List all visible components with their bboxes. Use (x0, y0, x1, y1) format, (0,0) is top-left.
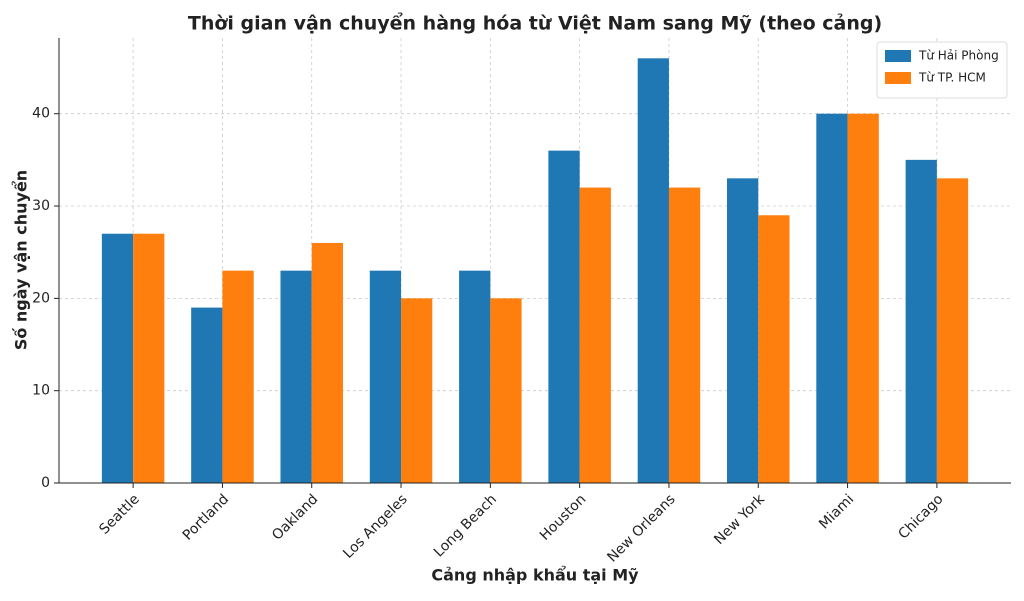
x-tick-label: Chicago (895, 491, 946, 542)
bar (490, 298, 522, 483)
chart-title: Thời gian vận chuyển hàng hóa từ Việt Na… (188, 12, 882, 35)
x-tick-label: Miami (816, 491, 857, 532)
y-tick-label: 20 (32, 290, 50, 306)
bar (222, 270, 254, 483)
bars (101, 58, 969, 484)
y-tick-label: 40 (32, 106, 50, 122)
bar (311, 242, 343, 483)
bar (369, 270, 402, 483)
x-tick-label: Portland (180, 491, 232, 543)
x-tick-label: Seattle (96, 491, 142, 537)
legend-swatch (885, 72, 911, 84)
y-axis-label: Số ngày vận chuyển (12, 170, 31, 350)
bar (191, 307, 223, 483)
x-tick-label: New York (711, 491, 768, 548)
bar (133, 233, 165, 483)
bar (101, 233, 134, 483)
x-tick-label: Los Angeles (340, 491, 410, 561)
legend-swatch (885, 50, 911, 62)
bar (668, 187, 701, 483)
bar (579, 187, 611, 483)
bar (816, 113, 848, 484)
bar (905, 159, 937, 483)
bar (459, 270, 491, 483)
x-tick-label: Oakland (269, 491, 321, 543)
x-axis-label: Cảng nhập khẩu tại Mỹ (431, 566, 639, 585)
bar (847, 113, 879, 484)
x-tick-label: Houston (537, 491, 589, 543)
bar (936, 178, 969, 483)
bar (401, 298, 433, 483)
y-tick-label: 30 (32, 198, 50, 214)
y-tick-label: 10 (32, 383, 50, 399)
legend-label: Từ Hải Phòng (918, 49, 999, 63)
legend-label: Từ TP. HCM (918, 71, 986, 85)
y-tick-label: 0 (41, 475, 50, 491)
x-tick-label: New Orleans (604, 491, 678, 565)
bar (548, 150, 580, 483)
bar (280, 270, 312, 483)
legend: Từ Hải Phòng Từ TP. HCM (876, 41, 1008, 99)
bar (637, 58, 669, 483)
x-tick-label: Long Beach (431, 491, 500, 560)
bar (758, 215, 790, 483)
bar (727, 178, 759, 483)
